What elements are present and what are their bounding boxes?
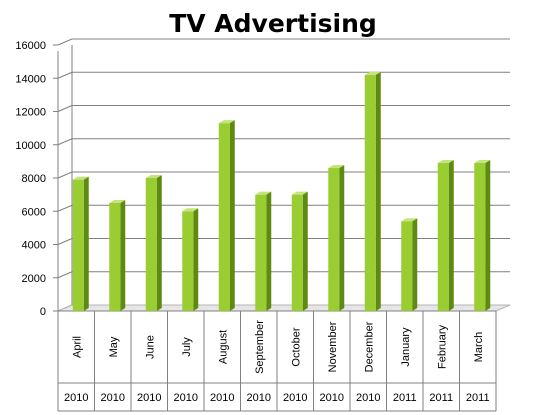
bar-side bbox=[120, 199, 126, 311]
x-tick-label: September bbox=[254, 320, 266, 374]
x-tick-label: October bbox=[290, 327, 302, 366]
bar-side bbox=[83, 176, 89, 311]
x-tick-label: December bbox=[363, 321, 375, 372]
y-tick-label: 10000 bbox=[15, 140, 46, 152]
bar-front bbox=[401, 221, 413, 311]
bar-side bbox=[412, 218, 418, 311]
bar bbox=[255, 191, 272, 311]
x-tick-label: February bbox=[436, 324, 448, 369]
bar-top bbox=[109, 199, 126, 203]
bar-front bbox=[328, 168, 340, 311]
gridline-side bbox=[57, 38, 73, 46]
x-year-label: 2010 bbox=[247, 392, 271, 404]
gridline-side bbox=[57, 171, 73, 179]
axis-labels: 0 2000 4000 6000 8000 10000 12000 14000 16000 Apr… bbox=[15, 40, 489, 404]
x-year-label: 2010 bbox=[210, 392, 234, 404]
bar-front bbox=[255, 194, 267, 311]
bar bbox=[401, 218, 418, 311]
bar-front bbox=[437, 163, 449, 311]
bar-top bbox=[328, 165, 345, 169]
bar-front bbox=[182, 211, 194, 311]
bar-side bbox=[229, 120, 235, 311]
bar-top bbox=[145, 175, 162, 178]
x-year-label: 2010 bbox=[64, 392, 88, 404]
gridline-side bbox=[57, 271, 73, 279]
bar-top bbox=[474, 160, 491, 164]
bar-side bbox=[266, 191, 272, 311]
y-tick-label: 0 bbox=[40, 306, 46, 318]
bar-front bbox=[474, 163, 486, 311]
bar bbox=[72, 176, 89, 311]
bar-top bbox=[218, 120, 235, 124]
bar bbox=[145, 175, 162, 311]
bar-front bbox=[364, 74, 376, 311]
bar-front bbox=[145, 178, 157, 311]
bar-side bbox=[339, 165, 345, 311]
bar-front bbox=[72, 179, 84, 311]
bar bbox=[364, 71, 381, 311]
x-tick-label: June bbox=[144, 335, 156, 359]
x-tick-label: April bbox=[71, 336, 83, 358]
bar bbox=[474, 160, 491, 311]
gridline-side bbox=[57, 105, 73, 112]
bar-top bbox=[291, 191, 308, 195]
bar bbox=[328, 165, 345, 311]
bar bbox=[109, 199, 126, 311]
bar-top bbox=[182, 208, 199, 212]
x-year-label: 2010 bbox=[137, 392, 161, 404]
bar-top bbox=[401, 218, 418, 222]
bar-side bbox=[448, 160, 454, 311]
bar-side bbox=[156, 175, 162, 311]
axes bbox=[53, 44, 511, 412]
x-year-label: 2010 bbox=[283, 392, 307, 404]
y-tick-label: 6000 bbox=[22, 206, 46, 218]
bar-top bbox=[437, 160, 454, 164]
bar-side bbox=[302, 191, 308, 311]
y-tick-label: 16000 bbox=[15, 40, 46, 52]
x-tick-label: July bbox=[181, 337, 193, 357]
bar bbox=[182, 208, 199, 311]
y-tick-label: 8000 bbox=[22, 173, 46, 185]
x-tick-label: August bbox=[217, 330, 229, 364]
bar-top bbox=[72, 176, 89, 180]
y-tick-label: 12000 bbox=[15, 107, 46, 119]
bar-top bbox=[255, 191, 272, 195]
gridlines bbox=[57, 38, 510, 312]
x-year-label: 2011 bbox=[393, 392, 417, 404]
gridline-side bbox=[57, 238, 73, 245]
x-year-label: 2011 bbox=[429, 392, 453, 404]
x-tick-label: May bbox=[108, 336, 120, 357]
bar bbox=[218, 120, 235, 311]
x-tick-label: March bbox=[473, 332, 485, 363]
bar-top bbox=[364, 71, 381, 75]
bar-front bbox=[218, 123, 230, 311]
gridline-side bbox=[57, 204, 73, 212]
bars bbox=[72, 71, 491, 311]
bar-side bbox=[485, 160, 491, 311]
bar bbox=[437, 160, 454, 311]
y-tick-label: 2000 bbox=[22, 273, 46, 285]
x-tick-label: November bbox=[327, 321, 339, 372]
x-tick-label: January bbox=[400, 327, 412, 367]
bar-side bbox=[193, 208, 199, 311]
bar-side bbox=[375, 71, 381, 311]
gridline-side bbox=[57, 71, 73, 79]
y-tick-label: 4000 bbox=[22, 240, 46, 252]
bar bbox=[291, 191, 308, 311]
y-tick-label: 14000 bbox=[15, 73, 46, 85]
x-year-label: 2011 bbox=[466, 392, 490, 404]
chart-title: TV Advertising bbox=[169, 9, 377, 38]
bar-front bbox=[109, 202, 121, 311]
x-year-label: 2010 bbox=[101, 392, 125, 404]
x-year-label: 2010 bbox=[320, 392, 344, 404]
x-year-label: 2010 bbox=[174, 392, 198, 404]
gridline-side bbox=[57, 138, 73, 146]
x-year-label: 2010 bbox=[356, 392, 380, 404]
bar-front bbox=[291, 194, 303, 311]
